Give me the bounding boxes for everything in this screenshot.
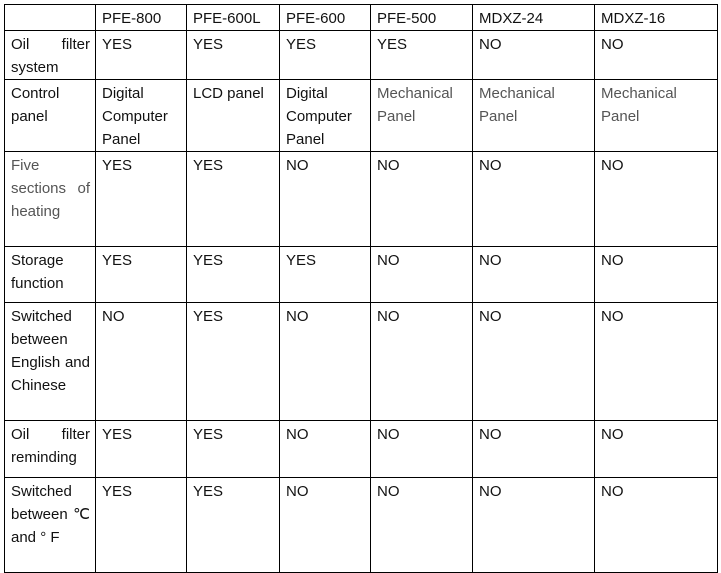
column-header: PFE-600: [279, 4, 371, 31]
table-cell: YES: [279, 30, 371, 80]
table-cell: YES: [186, 30, 280, 80]
table-cell: NO: [472, 30, 595, 80]
table-row: Five sections of heating YES YES NO NO NO NO: [4, 151, 718, 247]
table-cell: YES: [95, 151, 187, 247]
row-label: Switched between English and Chinese: [4, 302, 96, 421]
table-cell: YES: [95, 477, 187, 573]
column-header: PFE-500: [370, 4, 473, 31]
table-cell: YES: [95, 246, 187, 303]
table-cell: YES: [95, 420, 187, 478]
column-header: PFE-600L: [186, 4, 280, 31]
corner-cell: [4, 4, 96, 31]
table-cell: NO: [594, 477, 718, 573]
table-cell: NO: [370, 302, 473, 421]
table-cell: NO: [594, 420, 718, 478]
table-cell: NO: [279, 477, 371, 573]
table-cell: NO: [472, 302, 595, 421]
table-cell: Digital Computer Panel: [279, 79, 371, 152]
row-label: Storage function: [4, 246, 96, 303]
column-header: MDXZ-24: [472, 4, 595, 31]
table-cell: YES: [186, 302, 280, 421]
table-cell: Mechanical Panel: [594, 79, 718, 152]
table-cell: YES: [186, 151, 280, 247]
table-row: Oil filter system YES YES YES YES NO NO: [4, 30, 718, 80]
row-label: Switched between ℃ and ° F: [4, 477, 96, 573]
table-row: Oil filter reminding YES YES NO NO NO NO: [4, 420, 718, 478]
table-cell: NO: [279, 151, 371, 247]
table-cell: Digital Computer Panel: [95, 79, 187, 152]
table-cell: NO: [95, 302, 187, 421]
table-cell: LCD panel: [186, 79, 280, 152]
table-row: Switched between English and Chinese NO YE…: [4, 302, 718, 421]
table-cell: NO: [370, 420, 473, 478]
table-cell: NO: [594, 302, 718, 421]
table-cell: YES: [95, 30, 187, 80]
table-cell: NO: [279, 302, 371, 421]
column-header: PFE-800: [95, 4, 187, 31]
table-cell: NO: [472, 246, 595, 303]
table-cell: NO: [472, 151, 595, 247]
table-cell: NO: [472, 420, 595, 478]
table-cell: NO: [472, 477, 595, 573]
table-cell: YES: [186, 246, 280, 303]
row-label: Oil filter system: [4, 30, 96, 80]
column-header: MDXZ-16: [594, 4, 718, 31]
row-label: Control panel: [4, 79, 96, 152]
table-cell: Mechanical Panel: [370, 79, 473, 152]
table-row: Switched between ℃ and ° F YES YES NO NO NO NO: [4, 477, 718, 573]
table-cell: NO: [370, 246, 473, 303]
table-cell: NO: [594, 151, 718, 247]
comparison-table: PFE-800 PFE-600L PFE-600 PFE-500 MDXZ-24 MDXZ…: [4, 4, 718, 573]
row-label: Five sections of heating: [4, 151, 96, 247]
table-cell: YES: [279, 246, 371, 303]
table-row: Control panel Digital Computer Panel LCD p…: [4, 79, 718, 152]
table-cell: NO: [594, 246, 718, 303]
table-cell: NO: [594, 30, 718, 80]
table-cell: YES: [370, 30, 473, 80]
table-cell: Mechanical Panel: [472, 79, 595, 152]
table-cell: NO: [370, 151, 473, 247]
table-row: Storage function YES YES YES NO NO NO: [4, 246, 718, 303]
table-cell: YES: [186, 477, 280, 573]
header-row: PFE-800 PFE-600L PFE-600 PFE-500 MDXZ-24 MDXZ…: [4, 4, 718, 31]
table-cell: NO: [279, 420, 371, 478]
table-cell: YES: [186, 420, 280, 478]
table-cell: NO: [370, 477, 473, 573]
row-label: Oil filter reminding: [4, 420, 96, 478]
